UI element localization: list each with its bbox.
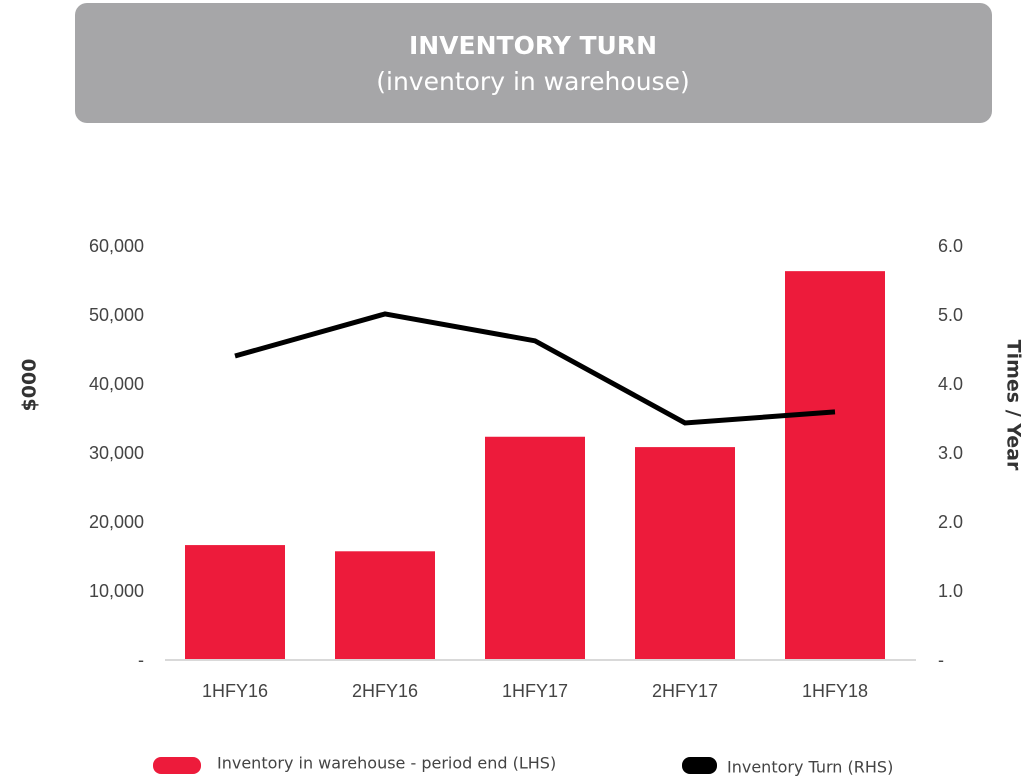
y2-axis-label: Times / Year (1003, 340, 1024, 471)
legend-swatch (682, 757, 717, 774)
bar (635, 447, 735, 661)
y2-tick-label: 6.0 (938, 236, 963, 256)
y-axis-label: $000 (19, 359, 41, 412)
x-tick-label: 1HFY17 (502, 681, 568, 701)
y-tick-label: 60,000 (89, 236, 144, 256)
x-tick-label: 1HFY18 (802, 681, 868, 701)
bar (185, 545, 285, 661)
y2-tick-label: 3.0 (938, 443, 963, 463)
line-series (234, 311, 836, 426)
y2-tick-label: 1.0 (938, 581, 963, 601)
bar (785, 271, 885, 661)
y2-tick-label: - (938, 650, 944, 670)
y-tick-label: 30,000 (89, 443, 144, 463)
x-tick-label: 2HFY16 (352, 681, 418, 701)
y-tick-label: 10,000 (89, 581, 144, 601)
y-tick-label: 20,000 (89, 512, 144, 532)
bar (335, 551, 435, 661)
legend-label: Inventory Turn (RHS) (727, 758, 893, 777)
legend-label: Inventory in warehouse - period end (LHS… (217, 754, 556, 773)
x-tick-label: 2HFY17 (652, 681, 718, 701)
y2-tick-label: 2.0 (938, 512, 963, 532)
chart-subtitle: (inventory in warehouse) (376, 67, 689, 96)
y-tick-label: 50,000 (89, 305, 144, 325)
y-tick-label: - (138, 650, 144, 670)
bar (485, 436, 585, 661)
y2-tick-label: 5.0 (938, 305, 963, 325)
title-box (75, 3, 992, 123)
y2-tick-label: 4.0 (938, 374, 963, 394)
legend-swatch (153, 757, 201, 774)
y-tick-label: 40,000 (89, 374, 144, 394)
x-tick-label: 1HFY16 (202, 681, 268, 701)
chart-title: INVENTORY TURN (409, 31, 657, 60)
